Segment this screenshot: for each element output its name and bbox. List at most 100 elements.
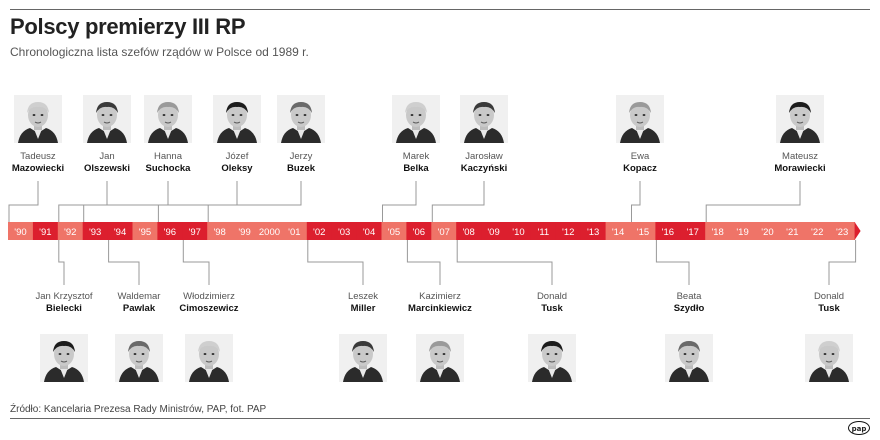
- year-label: '11: [538, 227, 550, 238]
- premier-last-name: Szydło: [673, 303, 705, 314]
- connector-line: [8, 181, 39, 222]
- premier-last-name: Belka: [403, 163, 429, 174]
- year-segment: [356, 222, 382, 240]
- portrait-photo: [144, 95, 192, 143]
- portrait-photo: [805, 334, 853, 382]
- premier-first-name: Józef: [225, 151, 249, 162]
- year-label: '20: [761, 227, 773, 238]
- timeline-arrow: [854, 222, 861, 240]
- premier-first-name: Beata: [676, 291, 702, 302]
- year-label: '12: [562, 227, 574, 238]
- premier-name: Hanna Suchocka: [123, 151, 213, 175]
- premier-last-name: Marcinkiewicz: [408, 303, 472, 314]
- premier-last-name: Kopacz: [623, 163, 657, 174]
- premier-first-name: Jan Krzysztof: [35, 291, 93, 302]
- portrait-photo: [339, 334, 387, 382]
- year-segment: [481, 222, 507, 240]
- page-title: Polscy premierzy III RP: [10, 14, 246, 39]
- premier-first-name: Jan: [99, 151, 115, 162]
- year-label: '05: [388, 227, 400, 238]
- year-label: '99: [238, 227, 250, 238]
- connector-line: [631, 181, 641, 222]
- connector-line: [456, 240, 553, 285]
- portrait-photo: [460, 95, 508, 143]
- premier-last-name: Cimoszewicz: [179, 303, 239, 314]
- premier-name: Mateusz Morawiecki: [755, 151, 845, 175]
- year-label: '90: [14, 227, 26, 238]
- year-segment: [207, 222, 233, 240]
- portrait-photo: [416, 334, 464, 382]
- portrait-photo: [115, 334, 163, 382]
- premier-name: Jan Olszewski: [62, 151, 152, 175]
- year-segment: [132, 222, 158, 240]
- year-label: '92: [64, 227, 76, 238]
- page-subtitle: Chronologiczna lista szefów rządów w Pol…: [10, 45, 309, 59]
- portrait-photo: [665, 334, 713, 382]
- source-note: Źródło: Kancelaria Prezesa Rady Ministró…: [10, 404, 267, 415]
- premier-last-name: Pawlak: [122, 303, 156, 314]
- portrait-photo: [14, 95, 62, 143]
- premier-first-name: Hanna: [154, 151, 182, 162]
- premier-last-name: Tusk: [541, 303, 563, 314]
- year-segment: [829, 222, 856, 240]
- premier-name: Donald Tusk: [784, 291, 874, 315]
- premier-first-name: Marek: [402, 151, 430, 162]
- top-rule: [10, 9, 870, 10]
- premier-name: Ewa Kopacz: [595, 151, 685, 175]
- year-label: '10: [512, 227, 524, 238]
- year-segment: [630, 222, 656, 240]
- premier-first-name: Waldemar: [117, 291, 161, 302]
- premier-name: Józef Oleksy: [192, 151, 282, 175]
- premier-first-name: Tadeusz: [20, 151, 56, 162]
- connector-line: [431, 181, 485, 222]
- portrait-photo: [392, 95, 440, 143]
- premier-first-name: Mateusz: [782, 151, 818, 162]
- connector-line: [828, 240, 857, 285]
- year-label: '07: [438, 227, 450, 238]
- year-segment: [456, 222, 482, 240]
- year-label: '17: [687, 227, 699, 238]
- connector-line: [207, 181, 302, 222]
- year-segment: [32, 222, 59, 240]
- premier-last-name: Bielecki: [46, 303, 82, 314]
- year-label: '01: [288, 227, 300, 238]
- premier-first-name: Donald: [536, 291, 568, 302]
- year-label: '22: [811, 227, 823, 238]
- premier-first-name: Jarosław: [465, 151, 503, 162]
- year-label: '15: [637, 227, 649, 238]
- year-segment: [730, 222, 756, 240]
- connector-line: [58, 181, 108, 222]
- connector-line: [182, 240, 210, 285]
- bottom-rule: [10, 418, 870, 419]
- premier-first-name: Leszek: [347, 291, 379, 302]
- year-segment: [779, 222, 806, 240]
- connector-line: [108, 240, 140, 285]
- year-segment: [406, 222, 432, 240]
- premier-last-name: Kaczyński: [460, 163, 508, 174]
- year-label: '04: [363, 227, 375, 238]
- premier-last-name: Morawiecki: [774, 163, 826, 174]
- year-label: '91: [39, 227, 51, 238]
- year-label: '09: [487, 227, 499, 238]
- year-segment: [157, 222, 183, 240]
- year-label: '16: [662, 227, 674, 238]
- year-segment: [530, 222, 557, 240]
- portrait-photo: [277, 95, 325, 143]
- portrait-photo: [616, 95, 664, 143]
- year-segment: [580, 222, 607, 240]
- year-label: '08: [462, 227, 474, 238]
- connector-line: [705, 181, 801, 222]
- year-segment: [381, 222, 407, 240]
- portrait-photo: [776, 95, 824, 143]
- year-label: '02: [313, 227, 325, 238]
- premier-first-name: Kazimierz: [419, 291, 461, 302]
- premier-first-name: Donald: [813, 291, 845, 302]
- year-label: '18: [711, 227, 723, 238]
- premier-name: Tadeusz Mazowiecki: [0, 151, 83, 175]
- portrait-photo: [83, 95, 131, 143]
- pap-logo: pap: [848, 421, 870, 435]
- premier-name: Jarosław Kaczyński: [439, 151, 529, 175]
- connector-line: [307, 240, 364, 285]
- year-segment: [257, 222, 283, 240]
